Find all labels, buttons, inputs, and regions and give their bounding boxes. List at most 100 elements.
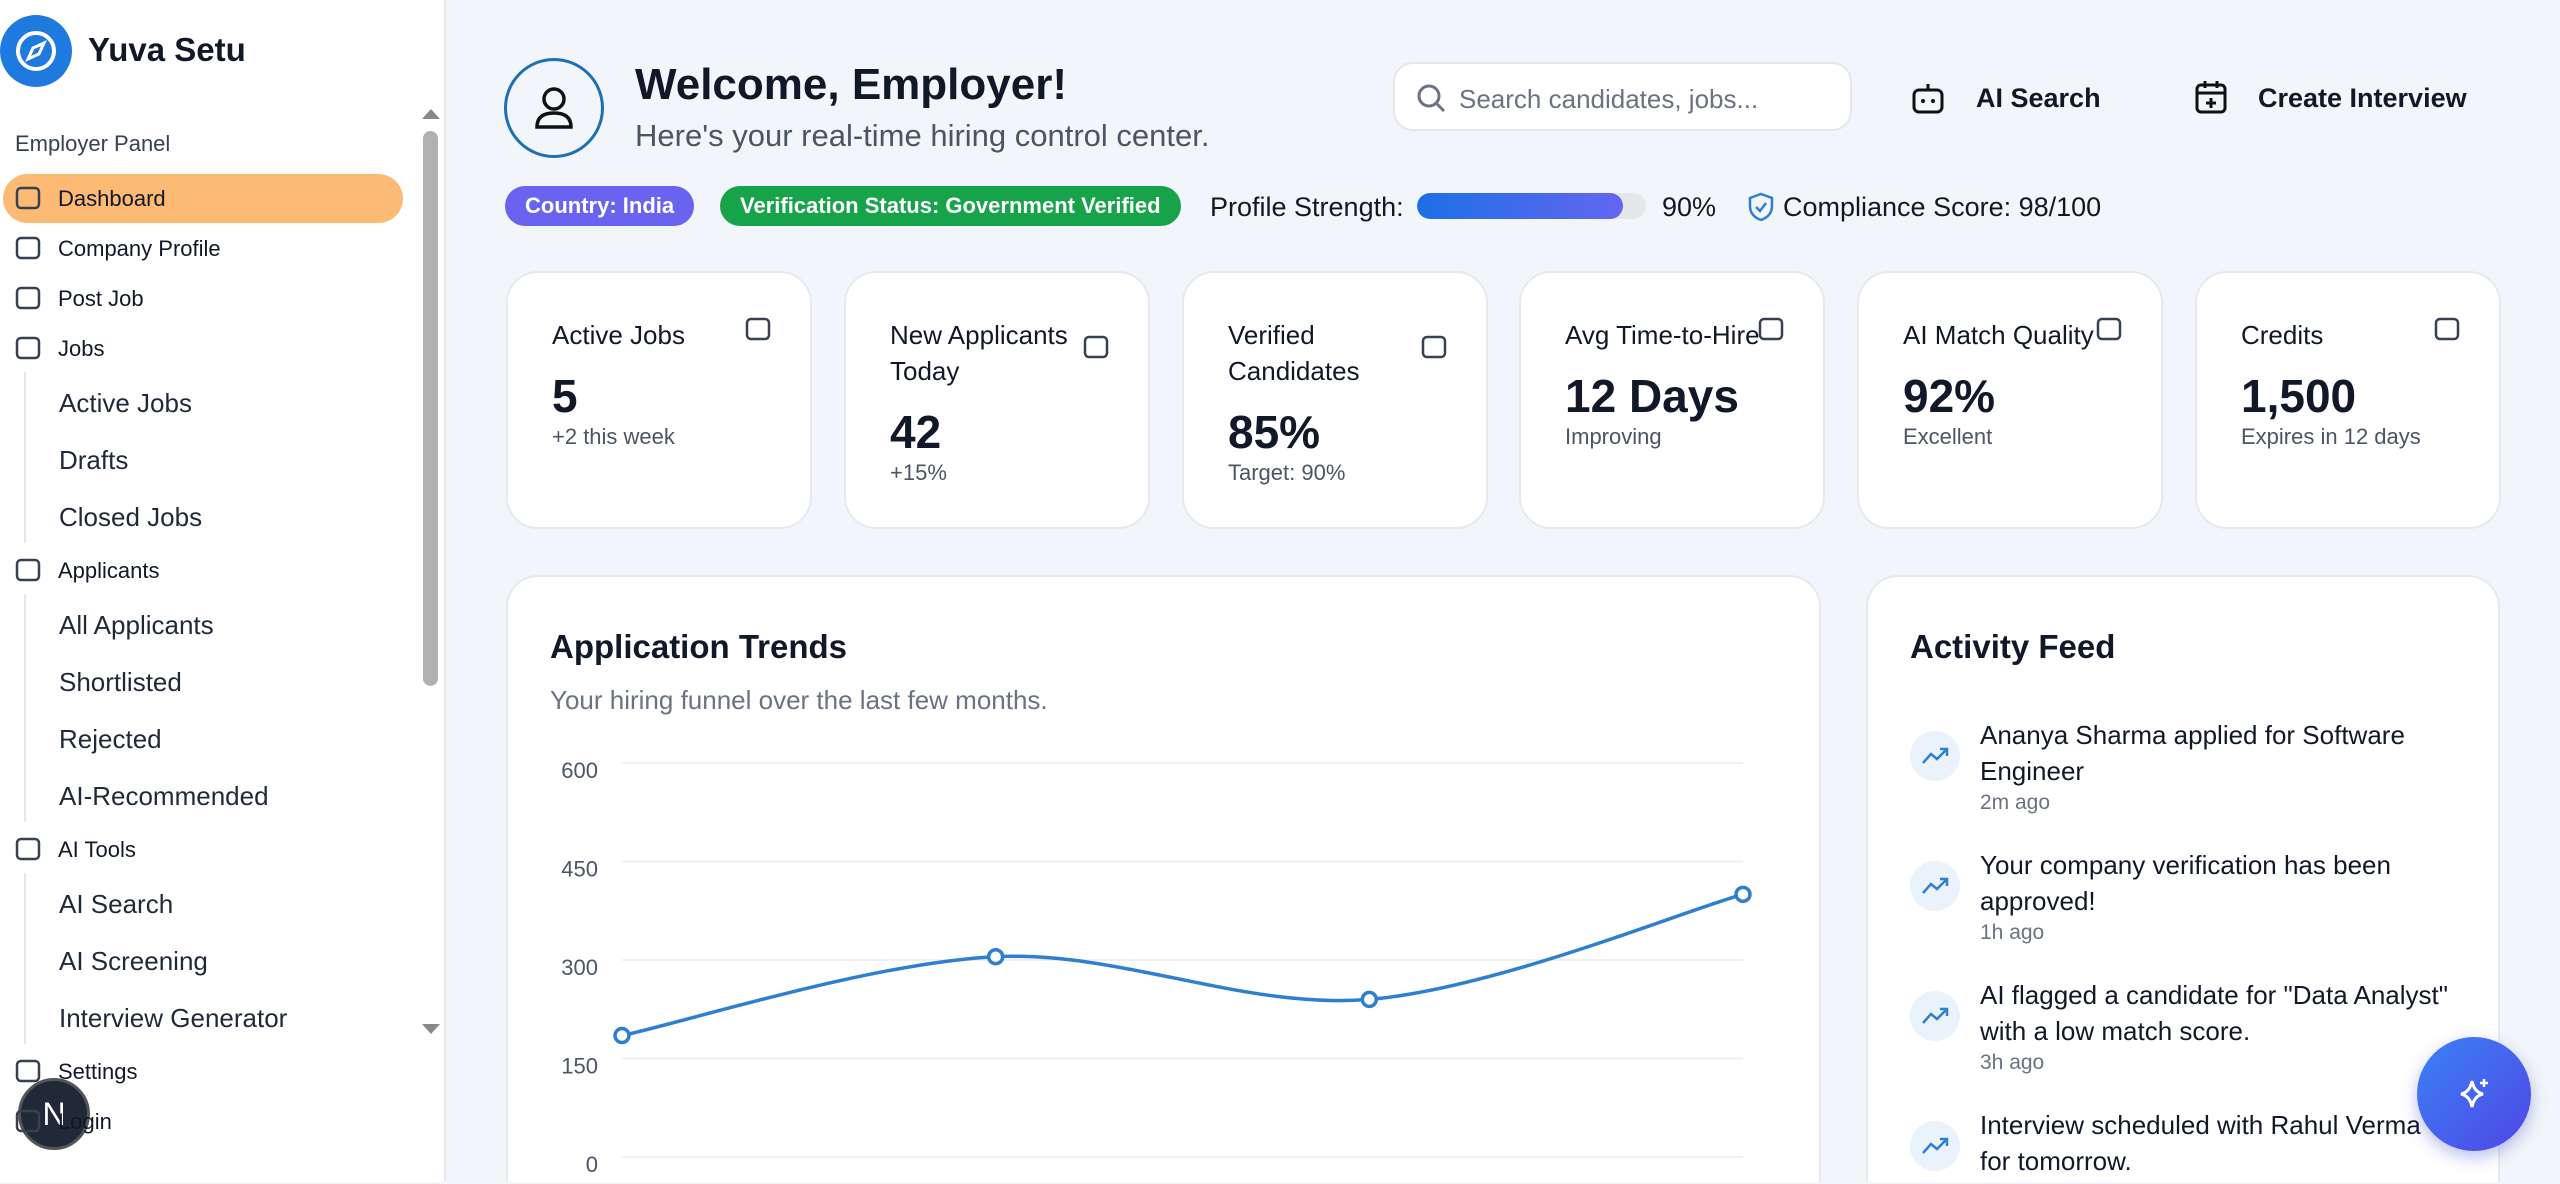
stat-card: Verified Candidates 85% Target: 90% [1182,271,1488,529]
nav-item[interactable]: Company Profile [58,236,221,261]
nav-subitem[interactable]: Drafts [59,445,129,475]
chart-title: Application Trends [550,628,848,665]
icon-shape [15,1109,41,1133]
icon-shape [1083,335,1109,359]
y-tick-label: 450 [561,857,598,882]
data-point [1734,885,1752,904]
y-tick-label: 600 [561,758,598,783]
nav-item[interactable]: Dashboard [58,186,166,211]
stat-label: Active Jobs [552,320,685,350]
nav-subitem[interactable]: AI Screening [59,946,208,976]
nav-item[interactable]: Post Job [58,286,144,311]
stat-note: Excellent [1903,424,1993,449]
icon-shape [15,286,41,310]
line-series [621,892,1744,1038]
welcome-subtitle: Here's your real-time hiring control cen… [635,118,1210,153]
search-icon [1417,84,1446,113]
icon [745,317,771,341]
verification-badge: Verification Status: Government Verified [720,186,1181,226]
nav-subitem[interactable]: AI Search [59,889,174,919]
icon-shape [15,837,41,861]
icon-shape [15,236,41,260]
nav-active-bg[interactable] [3,174,403,223]
data-point [1360,990,1379,1009]
stat-card: Credits 1,500 Expires in 12 days [2195,271,2501,529]
icon [15,236,41,260]
assistant-fab[interactable] [2417,1037,2531,1151]
activity-time: 2m ago [1980,791,2051,814]
nav-subitem[interactable]: AI-Recommended [59,781,269,811]
nav-subitem[interactable]: Rejected [59,724,162,754]
trend-icon [1922,1007,1949,1024]
icon-shape [15,336,41,360]
icon [15,186,41,210]
scrollbar [423,131,438,686]
icon [15,1059,41,1083]
activity-icon [1910,731,1960,781]
stat-label: New Applicants Today [890,320,1068,386]
nav-subitem[interactable]: Active Jobs [59,388,192,418]
nav-item[interactable]: Settings [58,1059,138,1084]
header-avatar [504,58,604,158]
data-point [613,1026,631,1045]
welcome-title: Welcome, Employer! [635,60,1067,109]
ai-search-button[interactable]: AI Search [1976,83,2101,113]
activity-icon [1910,1121,1960,1171]
nav-children-rule [24,372,26,543]
nav-item[interactable]: AI Tools [58,837,136,862]
scroll-down[interactable] [420,1020,442,1038]
stat-value: 12 Days [1565,370,1739,422]
stat-label: Verified Candidates [1228,320,1360,386]
nav-subitem[interactable]: Interview Generator [59,1003,288,1033]
icon [15,336,41,360]
progress-fill [1417,193,1624,219]
y-tick-label: 300 [561,955,598,980]
stat-note: Target: 90% [1228,460,1346,485]
icon [1758,317,1784,341]
stat-card: Avg Time-to-Hire 12 Days Improving [1519,271,1825,529]
section-label: Employer Panel [15,131,171,156]
icon-shape [15,1059,41,1083]
user-avatar[interactable]: N [18,1078,90,1150]
activity-text: Ananya Sharma applied for Software Engin… [1980,720,2405,786]
stat-value: 1,500 [2241,370,2357,422]
nav-subitem[interactable]: All Applicants [59,610,214,640]
icon [15,286,41,310]
icon [15,558,41,582]
icon-shape [2434,317,2460,341]
search-box[interactable]: Search candidates, jobs... [1393,62,1852,131]
icon-shape [2096,317,2122,341]
nav-item[interactable]: Jobs [58,336,105,361]
nav-subitem[interactable]: Closed Jobs [59,502,203,532]
profile-strength-value: 90% [1662,192,1717,222]
scroll-up[interactable] [420,105,442,123]
stat-label: Avg Time-to-Hire [1565,320,1760,350]
activity-title: Activity Feed [1910,628,2116,665]
compliance-score: Compliance Score: 98/100 [1783,192,2102,222]
chart-card: Application Trends Your hiring funnel ov… [506,575,1821,1182]
nav-item[interactable]: Login [58,1109,112,1134]
create-interview-button[interactable]: Create Interview [2258,83,2467,113]
y-tick-label: 0 [586,1152,598,1177]
icon-shape [15,186,41,210]
search-placeholder: Search candidates, jobs... [1459,84,1759,114]
activity-time: 1h ago [1980,921,2045,944]
country-badge: Country: India [505,186,695,226]
shield-icon [1748,192,1774,222]
data-point [986,947,1005,966]
activity-icon [1910,991,1960,1041]
stat-label: AI Match Quality [1903,320,2094,350]
chart-subtitle: Your hiring funnel over the last few mon… [550,685,1048,715]
icon [15,1109,41,1133]
logo [0,15,72,87]
trend-icon [1922,1137,1949,1154]
stat-value: 92% [1903,370,1996,422]
activity-card: Activity Feed Ananya Sharma applied for … [1866,575,2500,1182]
activity-icon [1910,861,1960,911]
progress-track [1417,193,1646,219]
sidebar: Yuva Setu Employer Panel N Dashboard Comp… [0,0,446,1182]
nav-subitem[interactable]: Shortlisted [59,667,182,697]
icon [2096,317,2122,341]
nav-item[interactable]: Applicants [58,558,160,583]
